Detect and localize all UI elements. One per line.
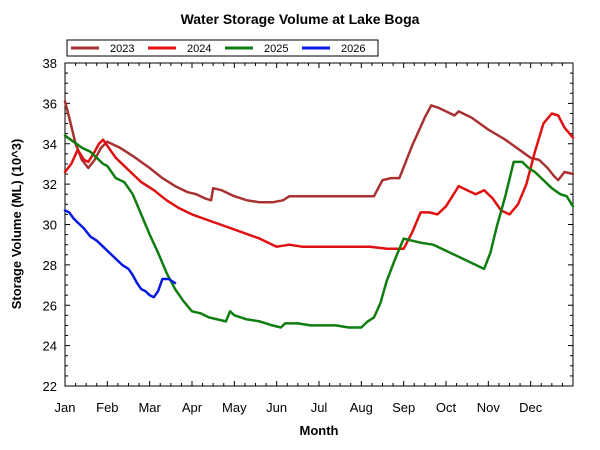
- legend-label: 2024: [187, 43, 211, 55]
- y-tick-label: 38: [43, 56, 57, 71]
- x-tick-label: May: [222, 400, 247, 415]
- y-tick-label: 24: [43, 339, 57, 354]
- legend-box: [66, 39, 379, 57]
- x-tick-label: Nov: [477, 400, 501, 415]
- x-tick-label: Oct: [436, 400, 457, 415]
- x-tick-label: Dec: [519, 400, 543, 415]
- y-axis: 22 24 26 28 30 32 34 36 38: [43, 56, 573, 394]
- y-tick-label: 22: [43, 379, 57, 394]
- x-tick-label: Apr: [182, 400, 203, 415]
- y-axis-label: Storage Volume (ML) (10^3): [9, 139, 24, 310]
- y-tick-label: 30: [43, 218, 57, 233]
- series-layer: [63, 100, 575, 329]
- legend-label: 2026: [341, 43, 365, 55]
- legend: 2023 2024 2025 2026: [66, 39, 379, 57]
- x-axis-label: Month: [300, 423, 339, 438]
- x-tick-label: Aug: [350, 400, 373, 415]
- y-tick-label: 36: [43, 96, 57, 111]
- x-tick-label: Jan: [55, 400, 76, 415]
- x-axis: Jan Feb Mar Apr May Jun Jul Aug Sep Oct Nov Dec: [55, 63, 563, 415]
- legend-label: 2025: [264, 43, 288, 55]
- x-tick-label: Jul: [311, 400, 328, 415]
- series-line-2024: [63, 112, 575, 250]
- x-tick-label: Jun: [266, 400, 287, 415]
- series-line-2023: [63, 100, 575, 204]
- series-line-2026: [63, 209, 177, 299]
- y-tick-label: 32: [43, 177, 57, 192]
- chart-title: Water Storage Volume at Lake Boga: [181, 11, 420, 27]
- y-tick-label: 34: [43, 137, 57, 152]
- legend-item-2026: 2026: [302, 43, 365, 55]
- y-tick-label: 28: [43, 258, 57, 273]
- y-tick-label: 26: [43, 298, 57, 313]
- legend-label: 2023: [110, 43, 134, 55]
- legend-item-2025: 2025: [225, 43, 288, 55]
- x-tick-label: Mar: [138, 400, 161, 415]
- legend-item-2024: 2024: [148, 43, 211, 55]
- series-line-2025: [63, 134, 575, 329]
- x-tick-label: Sep: [392, 400, 415, 415]
- legend-item-2023: 2023: [71, 43, 134, 55]
- x-tick-label: Feb: [96, 400, 118, 415]
